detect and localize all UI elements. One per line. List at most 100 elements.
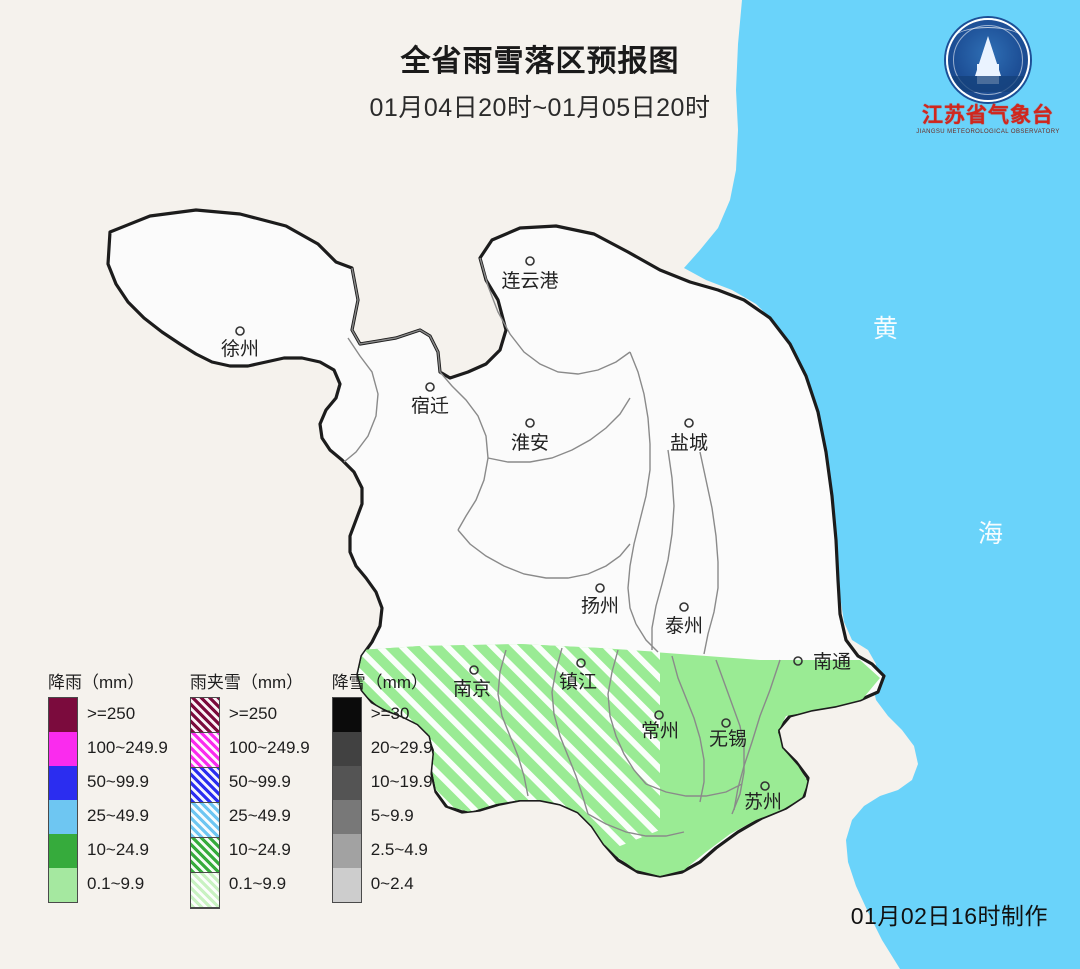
legend-swatch: [190, 838, 219, 873]
legend-range-label: 100~249.9: [228, 738, 310, 757]
sea-label-layer: 黄海: [873, 315, 1003, 548]
legend-rain-title: 降雨（mm）: [48, 673, 145, 692]
city-marker: 宿迁: [411, 382, 449, 417]
forecast-period: 01月04日20时~01月05日20时: [369, 94, 711, 122]
city-label: 盐城: [670, 432, 708, 454]
legend-swatch: [49, 766, 77, 800]
legend-swatch: [190, 733, 219, 768]
legend-sleet-swatches: [189, 697, 220, 909]
production-timestamp: 01月02日16时制作: [850, 903, 1048, 929]
city-marker: 盐城: [670, 418, 708, 454]
legend-swatch: [190, 698, 219, 733]
city-dot-icon: [679, 602, 689, 612]
city-label: 常州: [641, 720, 679, 742]
legend-swatch: [332, 698, 361, 732]
legend-range-label: 10~24.9: [87, 840, 149, 859]
legend-range-label: 20~29.9: [370, 738, 433, 757]
city-dot-icon: [469, 665, 479, 675]
legend-swatch: [332, 868, 361, 902]
legend-swatch: [49, 698, 77, 732]
city-dot-icon: [595, 583, 605, 593]
city-label: 镇江: [559, 671, 597, 693]
legend-swatch: [332, 800, 361, 834]
city-label: 连云港: [501, 270, 558, 292]
city-marker: 南京: [453, 665, 491, 700]
legend-swatch: [332, 766, 361, 800]
legend-swatch: [49, 800, 77, 834]
legend-range-label: 10~24.9: [228, 840, 291, 859]
city-dot-icon: [684, 418, 694, 428]
city-marker: 徐州: [221, 326, 259, 360]
city-marker: 苏州: [744, 781, 782, 813]
legend-swatch: [49, 732, 77, 766]
legend-range-label: 5~9.9: [370, 806, 414, 825]
city-dot-icon: [525, 418, 535, 428]
legend-rain-swatches: [48, 697, 78, 903]
legend-sleet-labels: >=250 100~249.9 50~99.9 25~49.9 10~24.9 0.1~9…: [229, 697, 310, 909]
city-label: 无锡: [709, 728, 747, 750]
city-marker: 无锡: [709, 718, 747, 750]
city-dot-icon: [235, 326, 245, 336]
city-dot-icon: [525, 256, 535, 266]
legend-range-label: 100~249.9: [87, 738, 168, 757]
legend-range-label: 10~19.9: [370, 772, 433, 791]
emblem-water-icon: [948, 76, 1028, 92]
city-label: 苏州: [744, 791, 782, 813]
legend-rain-labels: >=250 100~249.9 50~99.9 25~49.9 10~24.9 0.1~9…: [87, 697, 168, 903]
legend-sleet: 雨夹雪（mm） >=250 100~249.9 50~99.9 25~49.9 10~2…: [189, 668, 310, 909]
legend-sleet-title: 雨夹雪（mm）: [189, 673, 304, 692]
sea-label: 黄: [873, 315, 898, 343]
emblem-arc-text: [954, 27, 1022, 50]
legend-range-label: 0.1~9.9: [87, 874, 145, 893]
legend-range-label: 50~99.9: [87, 772, 149, 791]
organization-logo: 江苏省气象台 JIANGSU METEOROLOGICAL OBSERVATOR…: [914, 18, 1062, 146]
legend-range-label: 2.5~4.9: [370, 840, 428, 859]
city-dot-icon: [425, 382, 435, 392]
city-marker: 常州: [641, 710, 679, 742]
legend-range-label: >=30: [370, 704, 410, 723]
legend-snow-labels: >=30 20~29.9 10~19.9 5~9.9 2.5~4.9 0~2.4: [371, 697, 433, 903]
city-marker: 连云港: [501, 256, 559, 292]
city-marker: 南通: [793, 651, 851, 673]
legend-swatch: [190, 768, 219, 803]
sea-label: 海: [978, 520, 1003, 548]
prefecture-boundaries: [343, 257, 781, 837]
city-marker: 泰州: [665, 602, 703, 637]
city-label: 南通: [813, 651, 851, 673]
emblem-ring: [953, 25, 1023, 95]
city-marker: 淮安: [511, 418, 549, 454]
legend-range-label: 0.1~9.9: [228, 874, 287, 893]
city-dot-icon: [760, 781, 770, 791]
legend-range-label: 25~49.9: [87, 806, 149, 825]
legend-swatch: [49, 868, 77, 902]
logo-name-en: JIANGSU METEOROLOGICAL OBSERVATORY: [916, 129, 1060, 136]
sea-polygon: [684, 0, 1080, 969]
city-label: 淮安: [511, 432, 549, 454]
legend-swatch: [190, 803, 219, 838]
pagoda-emblem-icon: [946, 18, 1030, 102]
legend-rain: 降雨（mm） >=250 100~249.9 50~99.9 25~49.9 10~24…: [48, 668, 168, 909]
city-label: 徐州: [221, 338, 259, 360]
legend-range-label: >=250: [87, 704, 136, 723]
legend-range-label: >=250: [228, 704, 278, 723]
legend-swatch: [49, 834, 77, 868]
city-dot-icon: [654, 710, 664, 720]
city-dot-icon: [793, 656, 803, 666]
legend-swatch: [332, 732, 361, 766]
city-dot-icon: [576, 658, 586, 668]
legend-snow-title: 降雪（mm）: [331, 673, 429, 692]
legend-range-label: 50~99.9: [228, 772, 291, 791]
legend: 降雨（mm） >=250 100~249.9 50~99.9 25~49.9 10~24…: [48, 668, 433, 909]
city-label: 宿迁: [411, 395, 449, 417]
legend-snow: 降雪（mm） >=30 20~29.9 10~19.9 5~9.9 2.5~4.9 0~2…: [331, 668, 433, 909]
city-dot-icon: [721, 718, 731, 728]
city-label: 扬州: [581, 595, 619, 617]
city-label: 南京: [453, 678, 491, 700]
city-marker: 扬州: [581, 583, 619, 617]
city-marker: 镇江: [559, 658, 597, 693]
legend-range-label: 25~49.9: [228, 806, 291, 825]
legend-range-label: 0~2.4: [370, 874, 414, 893]
